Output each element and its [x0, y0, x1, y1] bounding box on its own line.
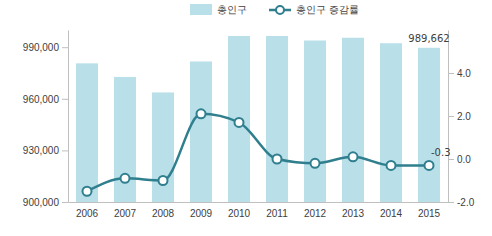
axis-line: [68, 31, 69, 203]
bar: [304, 40, 326, 202]
tick-mark: [448, 73, 454, 74]
tick: 960,000: [23, 94, 68, 105]
tick: 0.0: [448, 154, 471, 165]
bar: [76, 63, 98, 202]
tick-label: 2006: [76, 208, 99, 219]
tick-label: 2009: [190, 208, 213, 219]
tick: 2006: [76, 202, 99, 219]
tick-mark: [62, 47, 68, 48]
tick-mark: [448, 116, 454, 117]
bar: [342, 38, 364, 202]
legend-label: 총인구 증감률: [296, 4, 359, 15]
bar: [190, 61, 212, 202]
bar: [418, 48, 440, 202]
data-label: -0.3: [431, 147, 451, 158]
tick: 900,000: [23, 197, 68, 208]
marker: [197, 109, 206, 118]
marker: [273, 155, 282, 164]
tick-label: 2014: [380, 208, 403, 219]
legend-marker: [276, 6, 284, 14]
tick-label: 960,000: [23, 94, 60, 105]
tick: 2014: [380, 202, 403, 219]
bar: [266, 36, 288, 202]
tick: 930,000: [23, 145, 68, 156]
tick-mark: [62, 99, 68, 100]
axis-line: [69, 202, 449, 203]
tick: 2007: [114, 202, 137, 219]
tick: 2011: [266, 202, 288, 219]
axis: -2.0 0.0 2.0 4.0: [448, 31, 475, 208]
tick-mark: [62, 150, 68, 151]
tick-mark: [62, 202, 68, 203]
marker: [235, 118, 244, 127]
tick-label: 4.0: [457, 68, 471, 79]
marker: [311, 159, 320, 168]
tick: -2.0: [448, 197, 475, 208]
bar: [380, 43, 402, 202]
tick-label: 900,000: [23, 197, 60, 208]
tick: 2012: [304, 202, 327, 219]
tick-label: 2008: [152, 208, 175, 219]
tick: 4.0: [448, 68, 471, 79]
legend-swatch: [190, 4, 212, 15]
tick-label: 2011: [266, 208, 288, 219]
tick: 2009: [190, 202, 213, 219]
chart: 900,000 930,000 960,000 990,000 -2.0 0.0 2.0 4.…: [0, 0, 492, 236]
legend-label: 총인구: [217, 4, 247, 15]
legend-item: 총인구: [190, 4, 247, 15]
marker: [349, 152, 358, 161]
line: [87, 114, 429, 191]
tick: 2015: [418, 202, 441, 219]
tick-label: 930,000: [23, 145, 60, 156]
tick: 2013: [342, 202, 365, 219]
legend: 총인구 총인구 증감률: [190, 4, 359, 15]
data-label: 989,662: [408, 33, 449, 44]
bar: [152, 92, 174, 202]
marker: [387, 161, 396, 170]
tick-label: 2010: [228, 208, 251, 219]
tick: 990,000: [23, 42, 68, 53]
tick-label: 2013: [342, 208, 365, 219]
tick-label: 2.0: [457, 111, 471, 122]
tick-label: 990,000: [23, 42, 60, 53]
marker: [121, 174, 130, 183]
marker: [425, 161, 434, 170]
tick: 2010: [228, 202, 251, 219]
axis: 2006 2007 2008 2009 2010 2011 2012 2013 2014 2015: [69, 202, 449, 219]
tick-label: 0.0: [457, 154, 471, 165]
tick-mark: [448, 159, 454, 160]
legend-item: 총인구 증감률: [269, 4, 359, 15]
axis: 900,000 930,000 960,000 990,000: [23, 31, 69, 208]
tick: 2008: [152, 202, 175, 219]
tick-label: 2007: [114, 208, 137, 219]
tick-label: 2015: [418, 208, 441, 219]
tick-label: -2.0: [457, 197, 475, 208]
bar: [114, 77, 136, 202]
plot-area: [76, 36, 440, 202]
marker: [83, 187, 92, 196]
marker: [159, 176, 168, 185]
tick-mark: [448, 202, 454, 203]
data-labels: 989,662 -0.3: [408, 33, 450, 159]
tick-label: 2012: [304, 208, 327, 219]
tick: 2.0: [448, 111, 471, 122]
